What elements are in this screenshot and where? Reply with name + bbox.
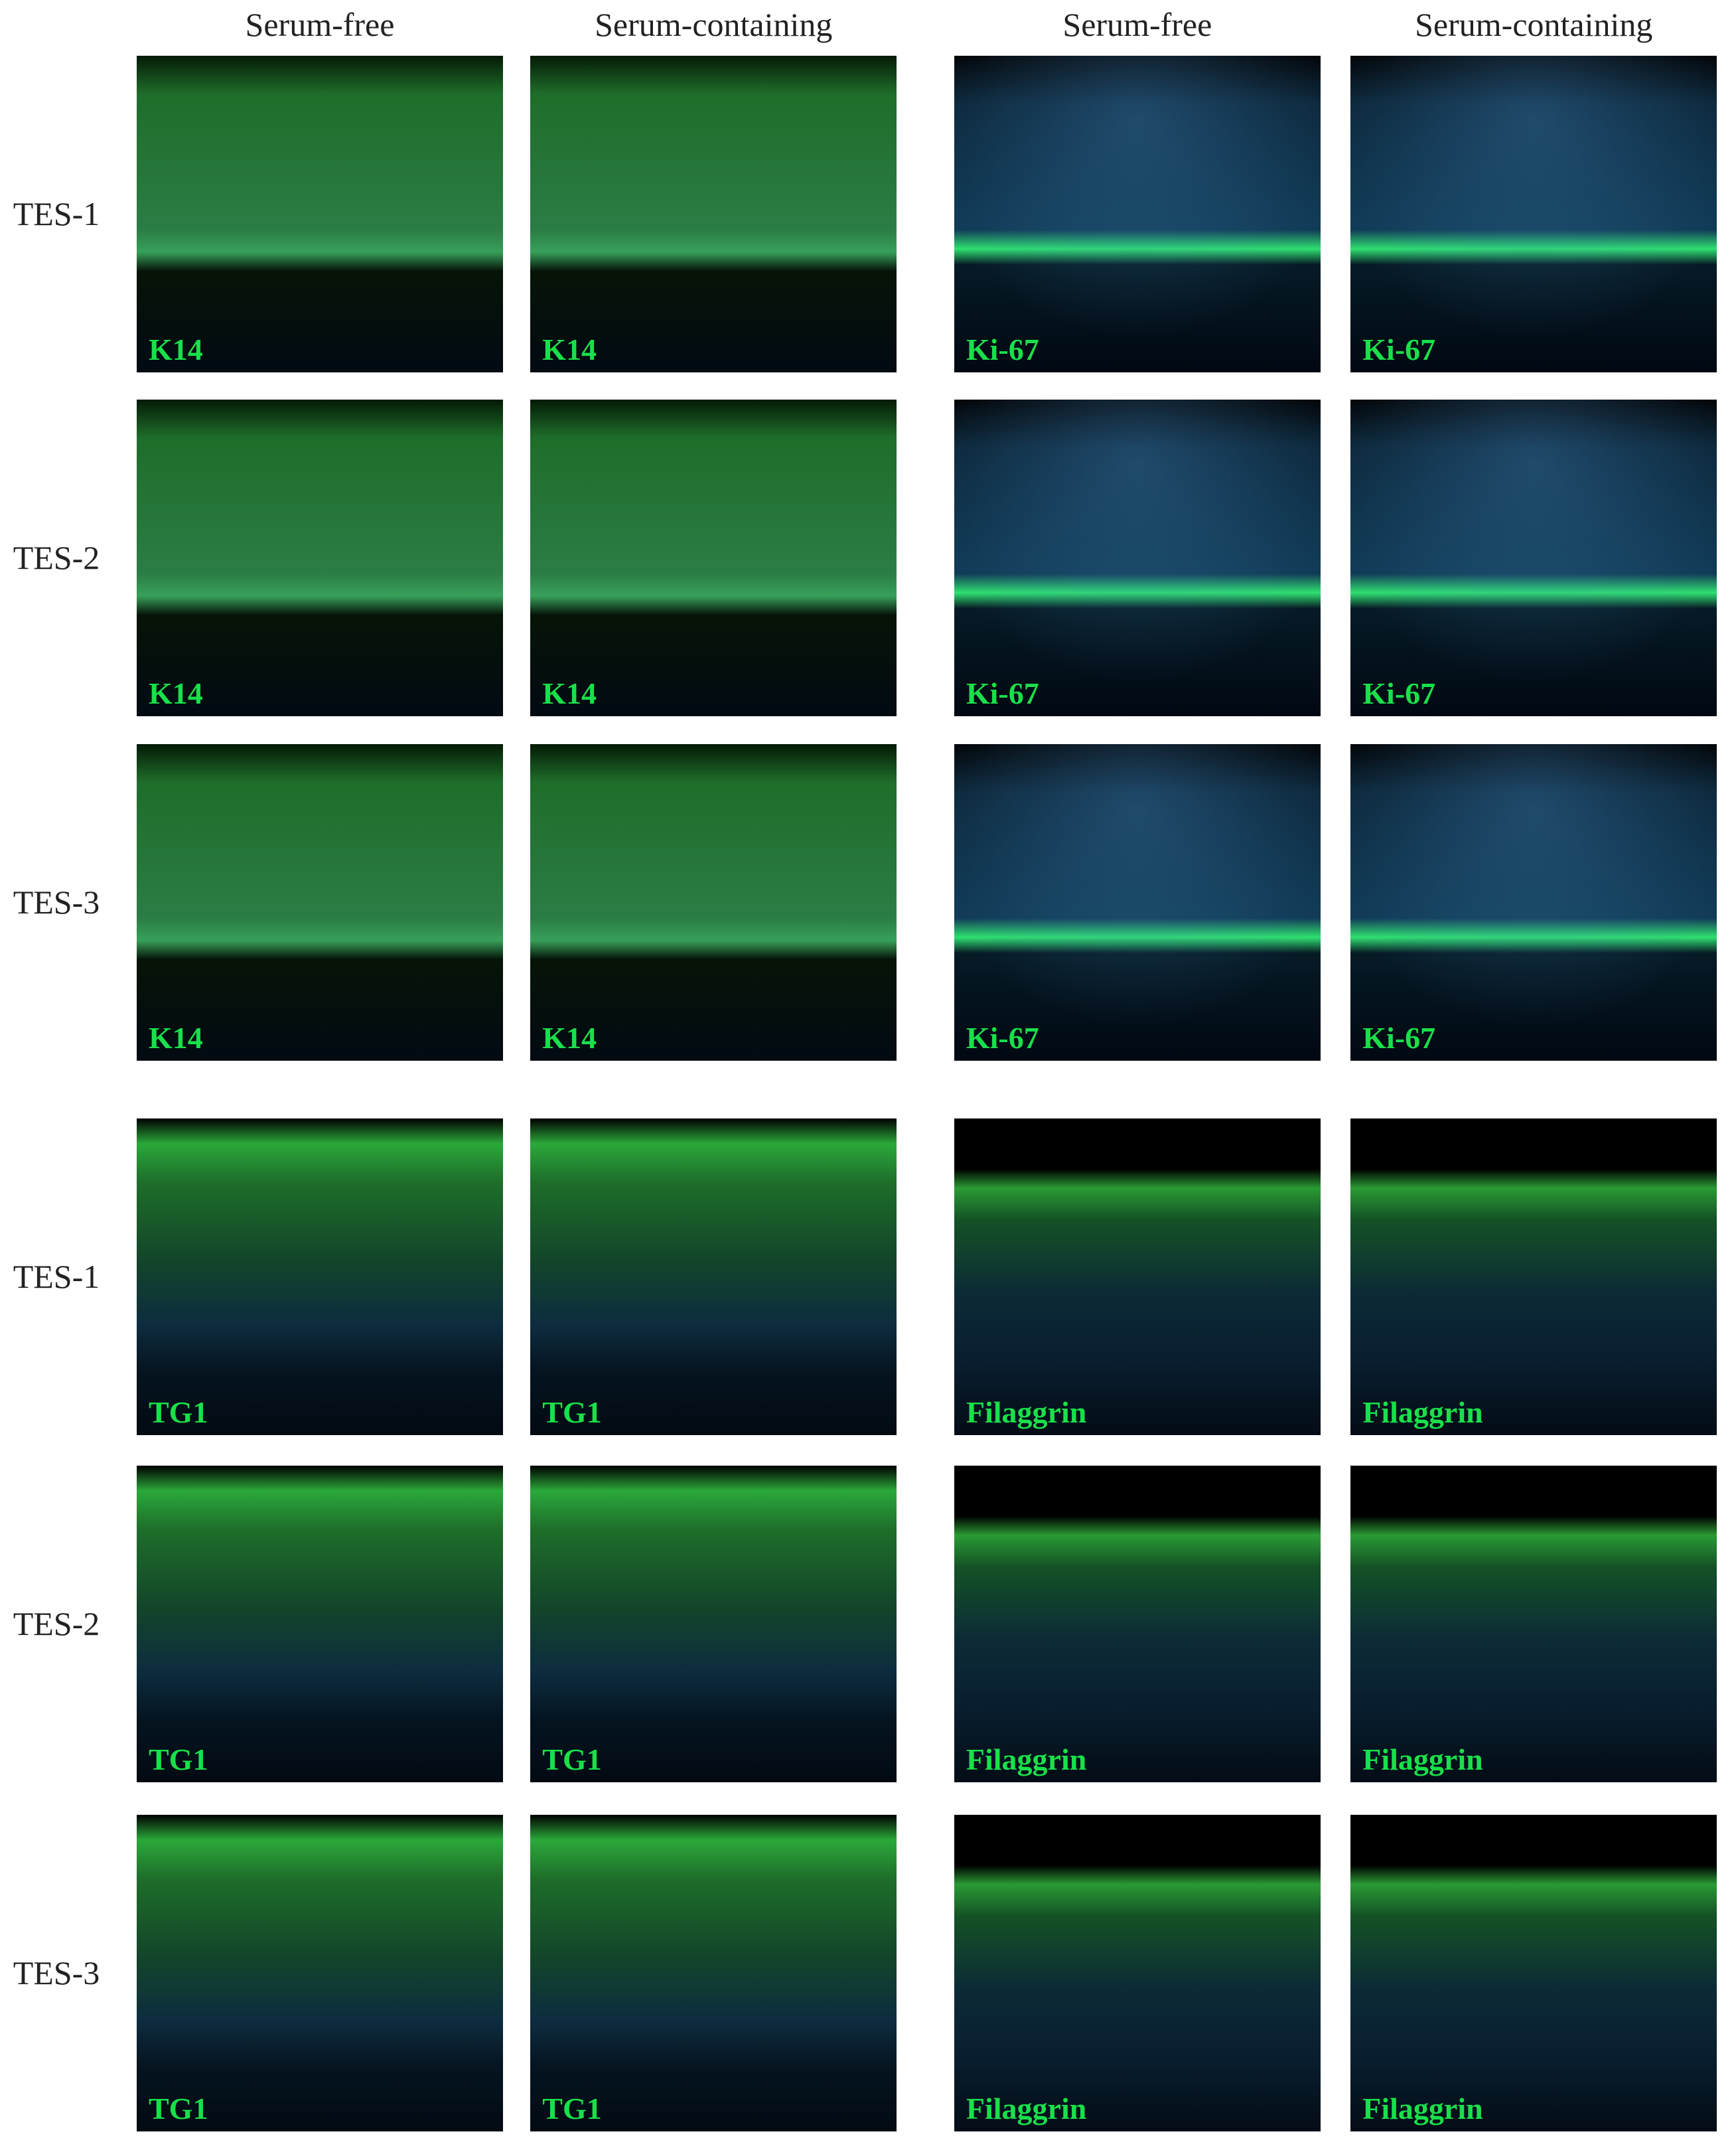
- micrograph: Ki-67: [954, 743, 1321, 1061]
- stain-label: Ki-67: [966, 1020, 1039, 1055]
- stain-label: Ki-67: [1362, 333, 1436, 367]
- stain-label: Filaggrin: [1362, 1742, 1483, 1777]
- micrograph: Filaggrin: [1350, 1814, 1717, 2131]
- micrograph: Ki-67: [1350, 56, 1717, 373]
- micrograph: TG1: [137, 1466, 503, 1783]
- stain-label: Ki-67: [1362, 1020, 1436, 1055]
- micrograph: Filaggrin: [954, 1466, 1321, 1783]
- micrograph: Filaggrin: [954, 1118, 1321, 1436]
- micrograph: Ki-67: [1350, 743, 1717, 1061]
- column-header: Serum-free: [245, 6, 395, 43]
- micrograph: TG1: [530, 1466, 897, 1783]
- micrograph: K14: [137, 743, 503, 1061]
- stain-label: K14: [149, 676, 203, 710]
- micrograph: TG1: [137, 1118, 503, 1436]
- micrograph: Filaggrin: [1350, 1466, 1717, 1783]
- stain-label: TG1: [149, 2091, 208, 2125]
- micrograph: Filaggrin: [954, 1814, 1321, 2131]
- stain-label: K14: [542, 1020, 597, 1055]
- stain-label: Filaggrin: [966, 1395, 1087, 1430]
- column-header: Serum-containing: [595, 6, 833, 43]
- row-label: TES-1: [13, 195, 100, 233]
- row-label: TES-3: [13, 1954, 100, 1991]
- stain-label: Filaggrin: [966, 1742, 1087, 1777]
- stain-label: TG1: [149, 1395, 208, 1430]
- stain-label: TG1: [149, 1742, 208, 1777]
- row-label: TES-1: [13, 1258, 100, 1296]
- micrograph: K14: [530, 56, 897, 373]
- micrograph: Filaggrin: [1350, 1118, 1717, 1436]
- micrograph: TG1: [530, 1814, 897, 2131]
- stain-label: TG1: [542, 1742, 602, 1777]
- micrograph: K14: [530, 399, 897, 716]
- stain-label: TG1: [542, 2091, 602, 2125]
- micrograph: Ki-67: [954, 56, 1321, 373]
- micrograph: Ki-67: [954, 399, 1321, 716]
- micrograph: K14: [137, 56, 503, 373]
- micrograph: K14: [530, 743, 897, 1061]
- stain-label: K14: [542, 333, 597, 367]
- stain-label: Filaggrin: [1362, 1395, 1483, 1430]
- row-label: TES-2: [13, 538, 100, 576]
- stain-label: Filaggrin: [1362, 2091, 1483, 2125]
- row-label: TES-3: [13, 883, 100, 921]
- column-header: Serum-free: [1062, 6, 1212, 43]
- stain-label: Ki-67: [966, 333, 1039, 367]
- stain-label: TG1: [542, 1395, 602, 1430]
- stain-label: K14: [542, 676, 597, 710]
- micrograph: TG1: [137, 1814, 503, 2131]
- stain-label: K14: [149, 1020, 203, 1055]
- micrograph: Ki-67: [1350, 399, 1717, 716]
- column-header: Serum-containing: [1415, 6, 1653, 43]
- stain-label: Ki-67: [1362, 676, 1436, 710]
- micrograph: K14: [137, 399, 503, 716]
- stain-label: K14: [149, 333, 203, 367]
- row-label: TES-2: [13, 1605, 100, 1643]
- micrograph: TG1: [530, 1118, 897, 1436]
- stain-label: Ki-67: [966, 676, 1039, 710]
- stain-label: Filaggrin: [966, 2091, 1087, 2125]
